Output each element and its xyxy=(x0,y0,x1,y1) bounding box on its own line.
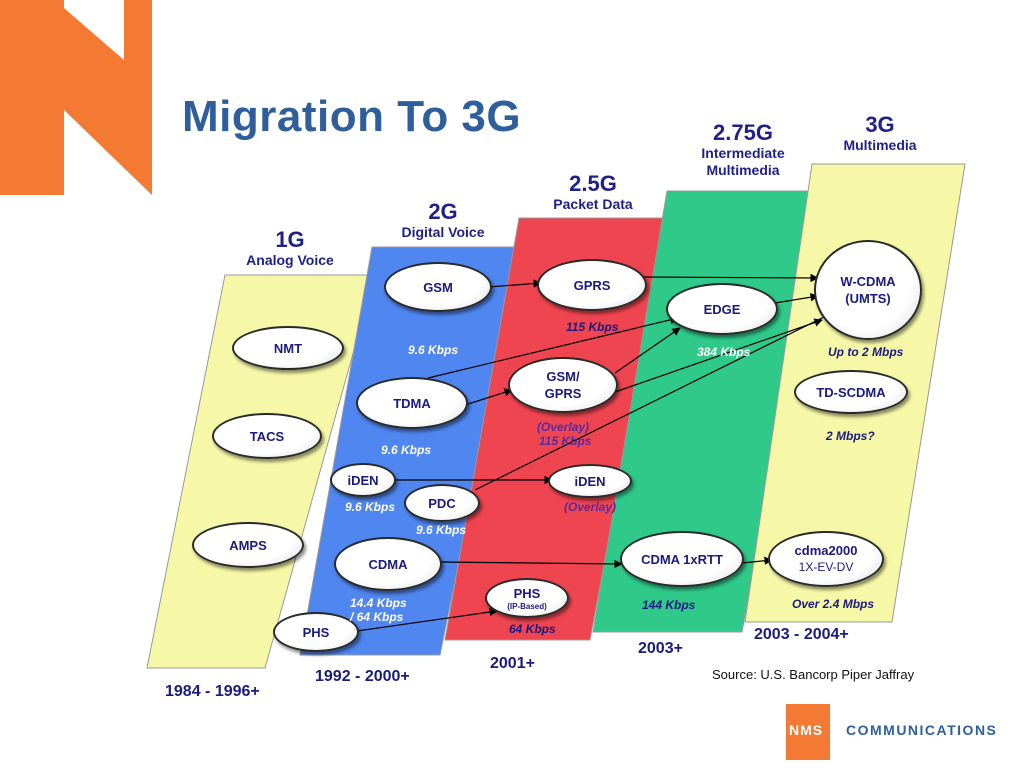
arrow-edge-wcdma xyxy=(774,293,819,304)
node-cdma: CDMA xyxy=(334,537,442,591)
node-wcdma: W-CDMA (UMTS) xyxy=(814,240,922,340)
nms-logo-text: NMS xyxy=(789,722,824,738)
arrow-tdma-edge xyxy=(427,315,679,379)
node-tdma: TDMA xyxy=(356,377,468,429)
node-gsm-gprs: GSM/GPRS xyxy=(508,357,618,413)
gen-label-1g: 1G xyxy=(275,227,305,252)
node-iden: iDEN xyxy=(330,463,396,497)
gen-desc-25g: Packet Data xyxy=(553,196,633,212)
speed-td-scdma: 2 Mbps? xyxy=(826,429,875,443)
arrow-tdma-gsmgprs xyxy=(464,388,513,406)
arrow-gsm-gprs xyxy=(487,279,542,288)
node-td-scdma: TD-SCDMA xyxy=(794,370,908,414)
communications-logo-text: COMMUNICATIONS xyxy=(846,722,998,738)
arrow-cdma1x-cdma2000 xyxy=(741,556,773,565)
speed-gsm: 9.6 Kbps xyxy=(408,343,459,357)
corner-logo-shape xyxy=(0,0,152,195)
speed-tdma: 9.6 Kbps xyxy=(381,443,432,457)
gen-label-275g: 2.75G xyxy=(713,120,773,145)
band-1g xyxy=(146,274,376,669)
node-nmt: NMT xyxy=(232,326,344,370)
years-25g: 2001+ xyxy=(490,655,535,672)
nms-logo-mark xyxy=(786,704,830,760)
migration-arrows xyxy=(356,273,833,632)
gen-desc-275g-line1: Intermediate xyxy=(701,145,785,161)
node-gprs: GPRS xyxy=(537,259,647,311)
speed-phs-ip: 64 Kbps xyxy=(509,622,556,636)
node-cdma2000: cdma2000 1X-EV-DV xyxy=(768,531,884,587)
arrow-cdma-cdma1x xyxy=(439,559,623,569)
speed-cdma-1xrtt: 144 Kbps xyxy=(642,598,696,612)
arrow-pdc-wcdma xyxy=(474,312,833,491)
years-1g: 1984 - 1996+ xyxy=(165,683,260,700)
node-amps: AMPS xyxy=(192,522,304,568)
years-2g: 1992 - 2000+ xyxy=(315,668,410,685)
gen-header-3g: 3G Multimedia xyxy=(843,113,916,154)
speed-iden-overlay: (Overlay) xyxy=(564,500,617,514)
gen-header-275g: 2.75G Intermediate Multimedia xyxy=(701,121,784,179)
source-note: Source: U.S. Bancorp Piper Jaffray xyxy=(712,667,915,682)
node-pdc: PDC xyxy=(404,484,480,522)
years-275g: 2003+ xyxy=(638,640,683,657)
arrow-gsmgprs-wcdma xyxy=(614,318,823,393)
node-gsm: GSM xyxy=(384,262,492,312)
gen-label-25g: 2.5G xyxy=(569,171,617,196)
gen-desc-2g: Digital Voice xyxy=(401,224,485,240)
speed-edge: 384 Kbps xyxy=(697,345,751,359)
arrow-gprs-wcdma xyxy=(642,273,819,283)
node-phs-ip: PHS (IP-Based) xyxy=(485,578,569,618)
speed-wcdma: Up to 2 Mbps xyxy=(828,345,904,359)
speed-gsm-gprs-2: 115 Kbps xyxy=(539,434,592,448)
speed-cdma-2: / 64 Kbps xyxy=(350,610,404,624)
arrow-phs-phsip xyxy=(356,607,498,632)
speed-iden: 9.6 Kbps xyxy=(345,500,396,514)
gen-label-3g: 3G xyxy=(865,112,895,137)
node-cdma-1xrtt: CDMA 1xRTT xyxy=(620,531,744,587)
node-tacs: TACS xyxy=(212,413,322,459)
gen-desc-1g: Analog Voice xyxy=(246,252,334,268)
speed-gsm-gprs-1: (Overlay) xyxy=(537,420,590,434)
gen-header-1g: 1G Analog Voice xyxy=(246,228,334,269)
node-edge: EDGE xyxy=(666,283,778,335)
node-phs: PHS xyxy=(273,612,359,652)
node-iden-overlay: iDEN xyxy=(548,464,632,498)
years-3g: 2003 - 2004+ xyxy=(754,626,849,643)
gen-header-2g: 2G Digital Voice xyxy=(402,200,485,241)
gen-label-2g: 2G xyxy=(428,199,458,224)
speed-cdma-1: 14.4 Kbps xyxy=(350,596,407,610)
gen-header-25g: 2.5G Packet Data xyxy=(553,172,632,213)
page-title: Migration To 3G xyxy=(182,92,522,141)
speed-cdma2000: Over 2.4 Mbps xyxy=(792,597,875,611)
speed-pdc: 9.6 Kbps xyxy=(416,523,467,537)
gen-desc-275g-line2: Multimedia xyxy=(706,162,780,178)
gen-desc-3g: Multimedia xyxy=(843,137,917,153)
speed-gprs: 115 Kbps xyxy=(566,320,619,334)
arrow-gsmgprs-edge xyxy=(614,327,681,374)
